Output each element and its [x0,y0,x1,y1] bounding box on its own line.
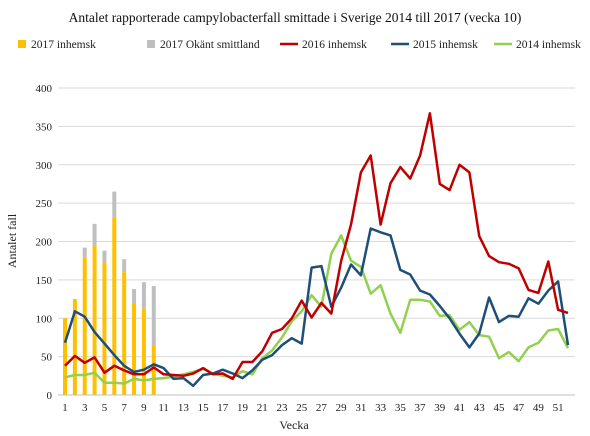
legend-label: 2016 inhemsk [302,39,367,51]
y-tick-label: 50 [41,352,53,364]
x-tick-label: 27 [316,402,328,414]
y-tick-label: 400 [36,83,53,95]
x-tick-label: 45 [493,402,505,414]
bar [112,191,117,217]
bar [132,302,137,395]
y-tick-label: 350 [36,121,53,133]
x-tick-label: 15 [198,402,210,414]
bar [132,289,137,303]
x-tick-label: 43 [474,402,486,414]
series-line [63,227,570,388]
x-tick-label: 21 [257,402,268,414]
x-axis-label: Vecka [279,418,309,432]
bar [112,216,117,395]
legend-swatch [147,40,155,48]
x-tick-label: 13 [178,402,190,414]
bar [122,259,127,273]
bar [102,262,107,395]
x-tick-label: 19 [237,402,249,414]
x-tick-label: 3 [82,402,88,414]
chart-title: Antalet rapporterade campylobacterfall s… [69,10,522,25]
bar [122,272,127,395]
x-tick-label: 25 [296,402,308,414]
legend-label: 2015 inhemsk [413,39,478,51]
x-tick-label: 51 [553,402,564,414]
x-tick-label: 23 [276,402,288,414]
x-tick-label: 39 [434,402,446,414]
legend-label: 2014 inhemsk [516,39,581,51]
x-tick-label: 5 [102,402,108,414]
y-axis-label: Antalet fall [5,213,19,268]
x-axis-ticks: 1 3 5 7 9 11 13 15 17 19 21 23 25 27 29 31 33 35 37 39 41 43 4… [62,402,563,414]
legend-swatch [18,40,26,48]
bar [102,250,107,263]
bar [82,247,87,257]
x-tick-label: 37 [415,402,427,414]
bar [92,245,97,395]
y-tick-label: 250 [36,198,53,210]
y-axis-ticks: 0 50 100 150 200 250 300 350 400 [36,83,53,402]
bar [92,223,97,246]
bar [151,345,156,395]
series-line [64,112,569,381]
x-tick-label: 29 [336,402,348,414]
legend-label: 2017 Okänt smittland [160,39,260,51]
bars [63,191,156,395]
x-tick-label: 1 [62,402,68,414]
x-tick-label: 35 [395,402,407,414]
y-tick-label: 0 [47,390,53,402]
y-tick-label: 100 [36,313,53,325]
series-line [64,234,570,385]
x-tick-label: 33 [375,402,387,414]
x-tick-label: 11 [158,402,169,414]
legend-label: 2017 inhemsk [31,39,96,51]
y-tick-label: 300 [36,160,53,172]
x-tick-label: 49 [533,402,545,414]
bar [151,286,156,346]
x-tick-label: 7 [121,402,127,414]
x-tick-label: 17 [217,402,229,414]
legend: 2017 inhemsk 2017 Okänt smittland 2016 inh… [18,39,581,51]
bar [141,308,146,395]
bar [72,299,77,395]
x-tick-label: 41 [454,402,465,414]
lines [63,112,570,388]
bar [63,318,67,395]
y-tick-label: 200 [36,237,53,249]
x-tick-label: 47 [513,402,525,414]
x-tick-label: 9 [141,402,147,414]
x-tick-label: 31 [355,402,366,414]
bar [141,282,146,309]
y-tick-label: 150 [36,275,53,287]
bar [82,256,87,395]
